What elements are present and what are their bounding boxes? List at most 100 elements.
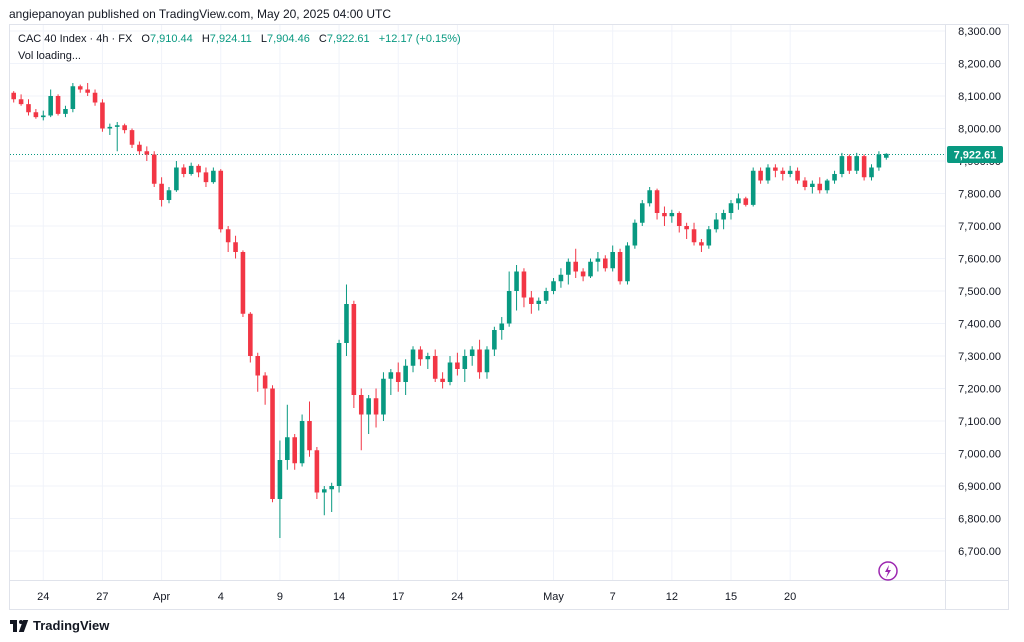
candle[interactable] <box>632 219 638 249</box>
candle[interactable] <box>410 346 416 373</box>
candle[interactable] <box>211 167 216 184</box>
candle[interactable] <box>255 352 261 392</box>
candle[interactable] <box>876 151 882 171</box>
candle[interactable] <box>107 123 113 135</box>
candle[interactable] <box>70 83 76 113</box>
candle[interactable] <box>40 110 46 121</box>
candle[interactable] <box>847 154 852 175</box>
candle[interactable] <box>395 362 401 392</box>
candle[interactable] <box>684 222 689 239</box>
candle[interactable] <box>77 84 83 93</box>
candle[interactable] <box>588 258 593 279</box>
candle[interactable] <box>839 152 845 178</box>
candle[interactable] <box>750 167 756 207</box>
candle[interactable] <box>233 235 238 259</box>
candle[interactable] <box>580 268 586 282</box>
candle[interactable] <box>151 151 157 187</box>
candle[interactable] <box>122 123 127 134</box>
candle[interactable] <box>639 200 645 226</box>
candle[interactable] <box>514 265 519 311</box>
candle[interactable] <box>159 177 164 207</box>
candle[interactable] <box>270 385 275 503</box>
candle[interactable] <box>85 83 90 96</box>
candle[interactable] <box>366 395 371 434</box>
candle[interactable] <box>447 356 453 386</box>
candle[interactable] <box>536 297 542 311</box>
candle[interactable] <box>277 440 283 539</box>
candle[interactable] <box>669 209 675 223</box>
candle[interactable] <box>351 300 357 408</box>
candle[interactable] <box>129 128 135 149</box>
candle[interactable] <box>654 188 660 220</box>
candle[interactable] <box>292 434 297 470</box>
candle[interactable] <box>33 109 39 119</box>
footer-brand[interactable]: TradingView <box>10 618 109 633</box>
candle[interactable] <box>543 287 549 304</box>
candle[interactable] <box>617 248 623 285</box>
candle[interactable] <box>462 349 468 383</box>
candle[interactable] <box>625 242 630 285</box>
candle[interactable] <box>174 161 179 192</box>
candle[interactable] <box>758 167 763 184</box>
candle[interactable] <box>662 206 667 227</box>
candle[interactable] <box>551 278 556 295</box>
candle[interactable] <box>780 167 786 181</box>
candle[interactable] <box>100 99 105 132</box>
candle[interactable] <box>344 284 349 357</box>
candle[interactable] <box>314 447 320 499</box>
candle[interactable] <box>713 213 719 233</box>
candle[interactable] <box>11 91 16 103</box>
candle[interactable] <box>358 388 364 451</box>
candle[interactable] <box>329 482 334 512</box>
candle[interactable] <box>455 352 460 376</box>
candle[interactable] <box>728 200 734 220</box>
candle[interactable] <box>884 153 889 160</box>
candle[interactable] <box>18 94 24 106</box>
candle[interactable] <box>861 154 867 181</box>
candle[interactable] <box>440 372 445 389</box>
candle[interactable] <box>425 352 431 369</box>
candle[interactable] <box>26 99 31 116</box>
candle[interactable] <box>262 372 268 405</box>
candle[interactable] <box>603 255 608 272</box>
candle[interactable] <box>188 162 194 176</box>
candle[interactable] <box>817 177 823 194</box>
candle[interactable] <box>795 167 800 184</box>
candle[interactable] <box>558 268 564 288</box>
candle[interactable] <box>824 178 830 194</box>
candle[interactable] <box>832 170 837 184</box>
candle[interactable] <box>573 248 579 278</box>
candle[interactable] <box>218 169 224 233</box>
candle[interactable] <box>647 187 652 207</box>
candle[interactable] <box>336 339 342 493</box>
candle[interactable] <box>196 164 201 178</box>
candle[interactable] <box>403 359 408 395</box>
candle[interactable] <box>469 346 475 366</box>
candle[interactable] <box>388 369 394 395</box>
candle[interactable] <box>432 349 438 383</box>
candle[interactable] <box>137 141 142 155</box>
candle[interactable] <box>506 271 512 327</box>
candle[interactable] <box>810 180 815 194</box>
candle[interactable] <box>721 209 726 230</box>
candle[interactable] <box>225 226 231 252</box>
candle[interactable] <box>299 414 305 467</box>
candle[interactable] <box>736 193 741 210</box>
candle[interactable] <box>566 258 571 285</box>
candle[interactable] <box>285 404 290 470</box>
candle[interactable] <box>203 167 209 188</box>
candle[interactable] <box>373 388 379 428</box>
candle[interactable] <box>802 177 808 191</box>
candle[interactable] <box>521 268 527 308</box>
candle[interactable] <box>63 105 68 118</box>
candle[interactable] <box>773 164 778 178</box>
candle[interactable] <box>418 346 423 366</box>
candle[interactable] <box>48 89 53 118</box>
candle[interactable] <box>484 346 490 379</box>
candle[interactable] <box>869 164 874 181</box>
candle[interactable] <box>307 401 312 457</box>
candle[interactable] <box>321 486 327 516</box>
candle[interactable] <box>492 326 497 356</box>
candle[interactable] <box>699 239 704 252</box>
